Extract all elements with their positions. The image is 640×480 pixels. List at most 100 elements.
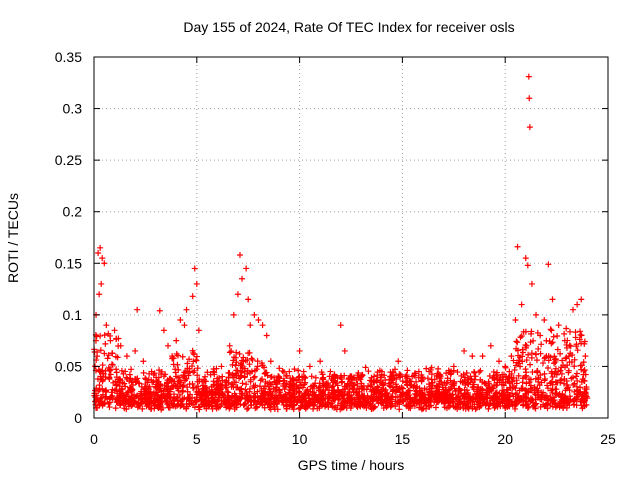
data-point bbox=[145, 400, 152, 407]
data-point bbox=[578, 398, 585, 405]
data-point bbox=[470, 386, 477, 393]
data-point bbox=[181, 394, 188, 401]
data-point bbox=[194, 365, 201, 372]
data-point bbox=[399, 398, 406, 405]
data-point bbox=[463, 402, 470, 409]
data-point bbox=[331, 371, 338, 378]
data-point bbox=[193, 394, 200, 401]
data-point bbox=[261, 394, 268, 401]
data-point bbox=[435, 365, 442, 372]
data-point bbox=[378, 368, 385, 375]
data-point bbox=[393, 383, 400, 390]
data-point bbox=[247, 376, 254, 383]
data-point bbox=[134, 306, 141, 313]
data-point bbox=[354, 386, 361, 393]
data-point bbox=[226, 349, 233, 356]
data-point bbox=[133, 376, 140, 383]
data-point bbox=[284, 396, 291, 403]
data-point bbox=[113, 366, 120, 373]
data-point bbox=[106, 374, 113, 381]
data-point bbox=[177, 398, 184, 405]
data-point bbox=[211, 369, 218, 376]
data-point bbox=[103, 322, 110, 329]
data-point bbox=[478, 393, 485, 400]
data-point bbox=[576, 336, 583, 343]
y-tick-label: 0 bbox=[74, 410, 82, 426]
data-point bbox=[526, 95, 533, 102]
data-point bbox=[379, 399, 386, 406]
data-point bbox=[548, 327, 555, 334]
data-point bbox=[497, 403, 504, 410]
data-point bbox=[123, 374, 130, 381]
data-point bbox=[428, 394, 435, 401]
data-point bbox=[164, 401, 171, 408]
data-point bbox=[476, 404, 483, 411]
data-point bbox=[257, 396, 264, 403]
data-point bbox=[471, 376, 478, 383]
data-point bbox=[275, 393, 282, 400]
data-point bbox=[426, 381, 433, 388]
data-point bbox=[151, 370, 158, 377]
data-point bbox=[541, 317, 548, 324]
data-point bbox=[573, 373, 580, 380]
data-point bbox=[464, 375, 471, 382]
data-point bbox=[189, 293, 196, 300]
data-point bbox=[444, 395, 451, 402]
data-point bbox=[304, 386, 311, 393]
data-point bbox=[525, 401, 532, 408]
data-point bbox=[162, 371, 169, 378]
data-point bbox=[145, 376, 152, 383]
data-point bbox=[382, 386, 389, 393]
data-point bbox=[190, 369, 197, 376]
data-point bbox=[306, 363, 313, 370]
data-point bbox=[299, 373, 306, 380]
data-point bbox=[247, 322, 254, 329]
data-point bbox=[497, 374, 504, 381]
data-point bbox=[476, 392, 483, 399]
data-point bbox=[491, 393, 498, 400]
data-point bbox=[125, 388, 132, 395]
data-point bbox=[505, 397, 512, 404]
data-point bbox=[249, 356, 256, 363]
data-point bbox=[217, 386, 224, 393]
data-point bbox=[128, 386, 135, 393]
data-point bbox=[494, 369, 501, 376]
data-point bbox=[97, 347, 104, 354]
data-point bbox=[522, 255, 529, 262]
data-point bbox=[243, 265, 250, 272]
data-point bbox=[117, 391, 124, 398]
data-point bbox=[462, 374, 469, 381]
data-point bbox=[429, 379, 436, 386]
data-point bbox=[248, 355, 255, 362]
data-point bbox=[378, 387, 385, 394]
data-point bbox=[551, 360, 558, 367]
data-point bbox=[247, 399, 254, 406]
data-point bbox=[471, 369, 478, 376]
data-point bbox=[513, 380, 520, 387]
data-point bbox=[261, 370, 268, 377]
data-point bbox=[291, 394, 298, 401]
data-point bbox=[254, 388, 261, 395]
data-point bbox=[461, 398, 468, 405]
data-point bbox=[102, 388, 109, 395]
data-point bbox=[569, 352, 576, 359]
data-point bbox=[316, 405, 323, 412]
data-point bbox=[522, 328, 529, 335]
data-point bbox=[191, 351, 198, 358]
data-point bbox=[538, 341, 545, 348]
data-point bbox=[363, 404, 370, 411]
data-point bbox=[547, 402, 554, 409]
data-point bbox=[418, 378, 425, 385]
data-point bbox=[234, 396, 241, 403]
data-point bbox=[490, 392, 497, 399]
data-point bbox=[510, 357, 517, 364]
data-point bbox=[296, 390, 303, 397]
data-point bbox=[194, 372, 201, 379]
data-point bbox=[499, 391, 506, 398]
data-point bbox=[500, 382, 507, 389]
data-point bbox=[469, 403, 476, 410]
data-point bbox=[309, 395, 316, 402]
data-point bbox=[312, 380, 319, 387]
data-point bbox=[413, 387, 420, 394]
data-point bbox=[502, 405, 509, 412]
